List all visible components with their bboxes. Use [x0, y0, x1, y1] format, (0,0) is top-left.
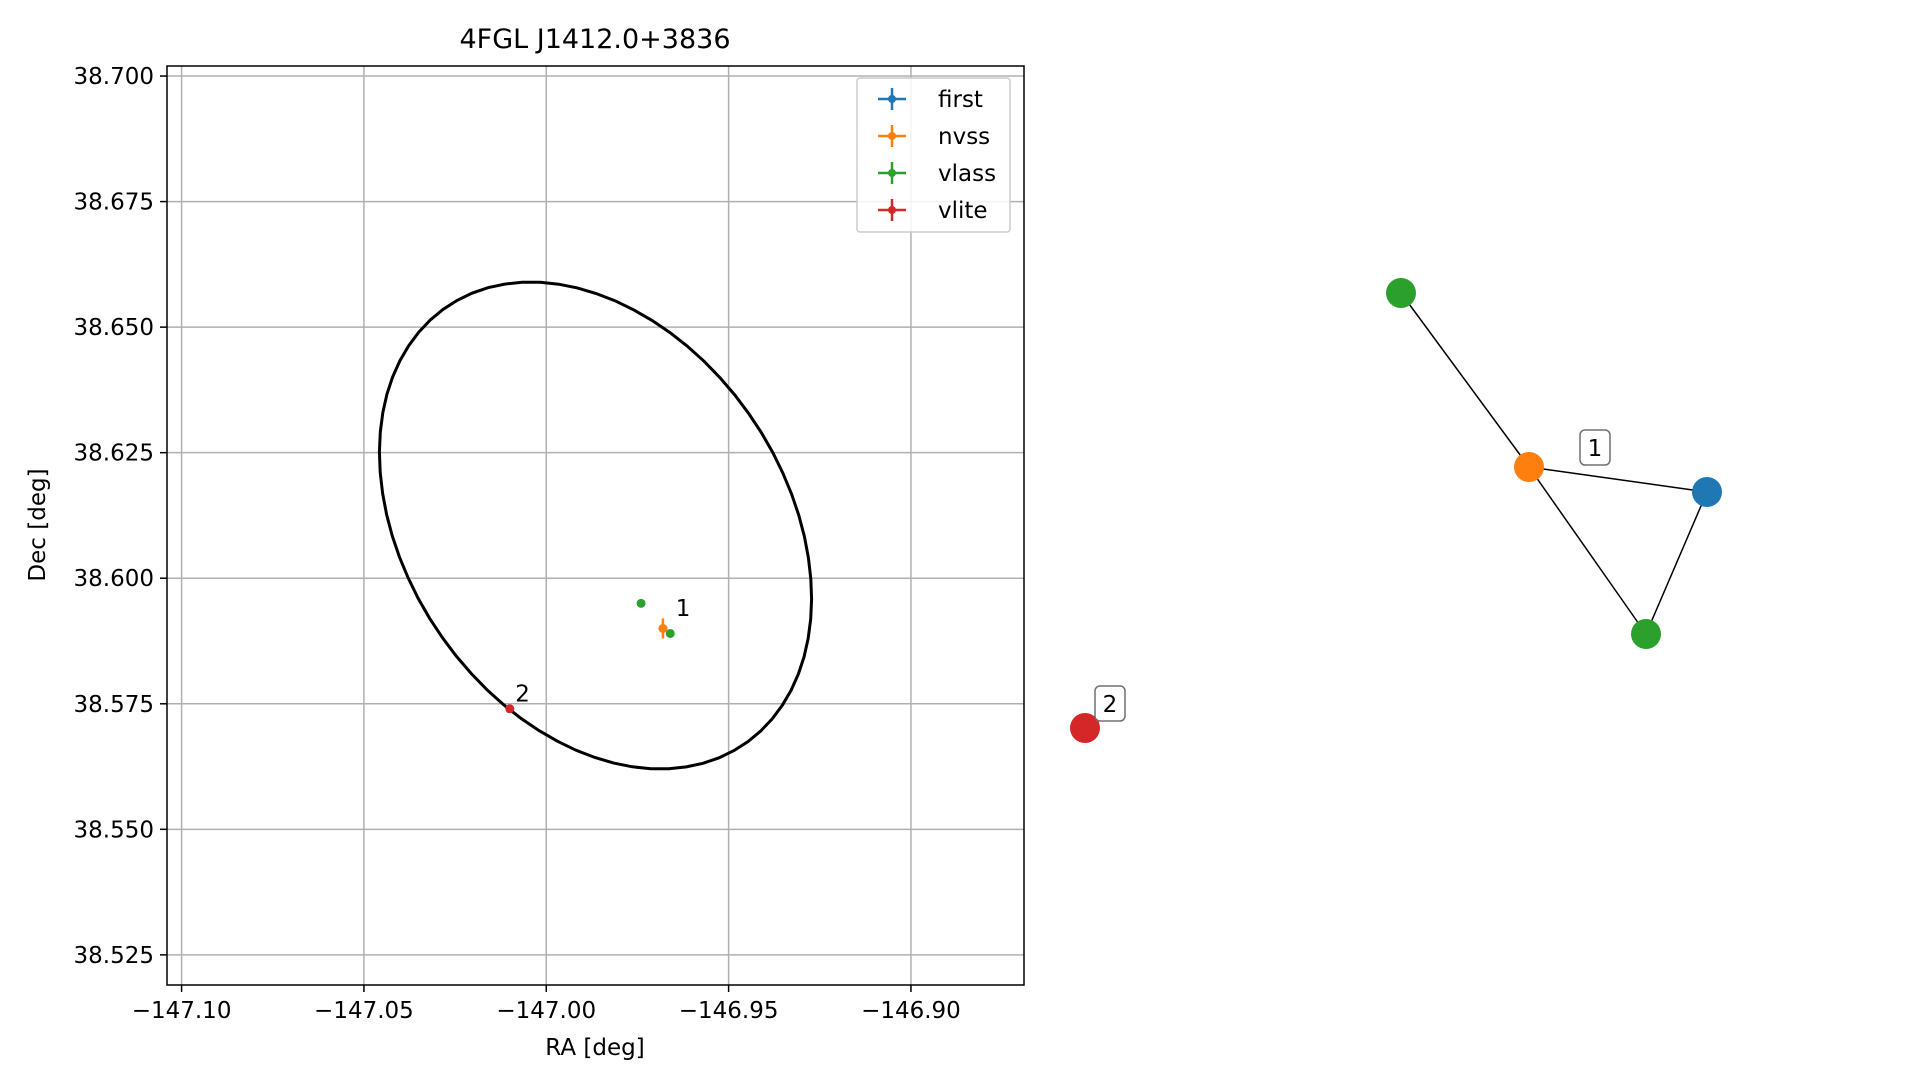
graph-node-vlass_b	[1631, 619, 1661, 649]
y-axis-ticks: 38.525 38.550 38.575 38.600 38.625 38.650 38.6…	[74, 64, 167, 969]
y-tick-label: 38.550	[74, 817, 154, 843]
group-label-box	[1094, 685, 1126, 722]
point-annotation: 1	[676, 596, 691, 622]
vlass-point	[636, 598, 646, 608]
graph-edge	[1528, 466, 1647, 635]
y-tick-label: 38.600	[74, 566, 154, 592]
y-tick-label: 38.650	[74, 315, 154, 341]
group-label-box	[1579, 429, 1611, 466]
x-tick-label: −147.00	[496, 998, 596, 1024]
data-marks	[505, 598, 675, 714]
x-axis-ticks: −147.10 −147.05 −147.00 −146.95 −146.90	[132, 985, 961, 1024]
legend-box	[856, 77, 1011, 233]
scatter-chart: 4FGL J1412.0+3836 12 −147.10 −147.05 −147.…	[25, 24, 1025, 1061]
graph-node-nvss	[1514, 452, 1544, 482]
x-tick-label: −146.90	[861, 998, 961, 1024]
x-tick-label: −147.05	[314, 998, 414, 1024]
y-tick-label: 38.625	[74, 441, 154, 467]
legend-label: first	[938, 87, 983, 113]
legend-label: nvss	[938, 124, 990, 150]
error-ellipse	[377, 280, 814, 771]
graph-node-first	[1692, 477, 1722, 507]
legend-entry-vlass: vlass	[878, 161, 996, 187]
graph-node-vlite	[1070, 713, 1100, 743]
nvss-point	[658, 623, 668, 633]
graph-node-vlass_a	[1386, 278, 1416, 308]
y-tick-label: 38.675	[74, 190, 154, 216]
edges	[1400, 292, 1708, 635]
group-label-1: 1	[1579, 429, 1611, 466]
group-label-text: 1	[1588, 436, 1603, 462]
group-label-text: 2	[1103, 692, 1118, 718]
legend-marker-dot	[888, 132, 896, 140]
legend-label: vlass	[938, 161, 996, 187]
legend-marker-dot	[888, 95, 896, 103]
y-tick-label: 38.525	[74, 943, 154, 969]
legend-entry-first: first	[878, 87, 983, 113]
legend-entry-nvss: nvss	[878, 124, 990, 150]
legend-marker-dot	[888, 169, 896, 177]
legend: first nvss vlass vlite	[856, 77, 1011, 233]
group-labels: 12	[1094, 429, 1611, 722]
point-annotation: 2	[515, 681, 530, 707]
x-axis-label: RA [deg]	[545, 1035, 644, 1061]
legend-label: vlite	[938, 198, 988, 224]
legend-entry-vlite: vlite	[878, 198, 988, 224]
network-graph: 12	[1070, 278, 1722, 743]
legend-marker-dot	[888, 206, 896, 214]
chart-title: 4FGL J1412.0+3836	[459, 24, 730, 55]
error-ellipse-layer	[377, 280, 814, 771]
vlass-point	[665, 628, 675, 638]
graph-edge	[1400, 292, 1530, 468]
graph-edge	[1528, 466, 1708, 493]
nodes	[1070, 278, 1722, 743]
plot-frame	[166, 65, 1025, 986]
y-tick-label: 38.700	[74, 64, 154, 90]
annotations: 12	[515, 596, 690, 707]
x-tick-label: −146.95	[679, 998, 779, 1024]
x-tick-label: −147.10	[132, 998, 232, 1024]
vlite-point	[505, 704, 515, 714]
y-tick-label: 38.575	[74, 692, 154, 718]
y-axis-label: Dec [deg]	[25, 468, 51, 581]
graph-edge	[1645, 491, 1708, 635]
group-label-2: 2	[1094, 685, 1126, 722]
